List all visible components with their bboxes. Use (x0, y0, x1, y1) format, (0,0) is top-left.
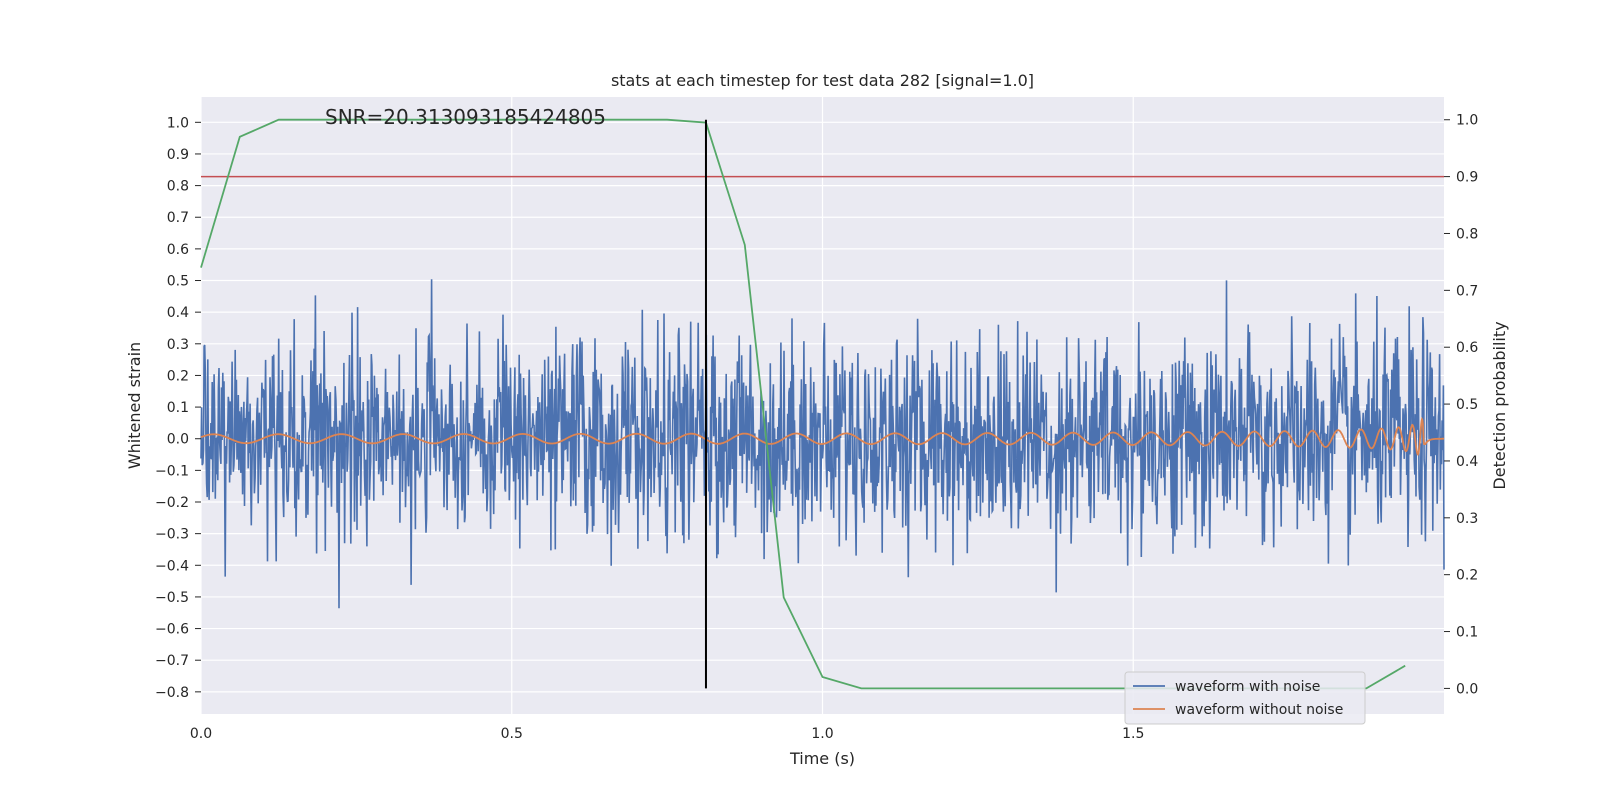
y-left-tick-label: 0.6 (167, 242, 189, 258)
y-left-tick-label: 0.1 (167, 400, 189, 416)
y-left-tick-label: 0.3 (167, 337, 189, 353)
y-right-tick-label: 0.5 (1456, 397, 1478, 413)
y-axis-right-title: Detection probability (1490, 321, 1509, 489)
legend-label-noisy: waveform with noise (1175, 679, 1320, 695)
series-waveform-without-noise (200, 416, 1444, 457)
legend-label-clean: waveform without noise (1175, 702, 1343, 718)
y-left-tick-label: 0.0 (167, 432, 189, 448)
y-left-tick-label: 0.7 (167, 210, 189, 226)
y-left-tick-label: −0.6 (155, 622, 189, 638)
y-left-tick-label: −0.7 (155, 653, 189, 669)
y-left-tick-label: 0.2 (167, 368, 189, 384)
y-left-tick-label: 1.0 (167, 115, 189, 131)
y-right-tick-label: 0.9 (1456, 170, 1478, 186)
legend-box (1124, 671, 1366, 725)
y-right-tick-label: 0.0 (1456, 681, 1478, 697)
y-left-tick-label: 0.5 (167, 274, 189, 290)
y-left-tick-label: −0.2 (155, 495, 189, 511)
y-left-tick-label: −0.8 (155, 685, 189, 701)
y-right-tick-label: 0.1 (1456, 625, 1478, 641)
y-right-tick-label: 0.7 (1456, 283, 1478, 299)
series-waveform-with-noise (200, 279, 1445, 609)
x-tick-label: 0.0 (190, 726, 212, 742)
y-right-tick-label: 1.0 (1456, 113, 1478, 129)
y-left-tick-label: −0.3 (155, 527, 189, 543)
y-right-tick-label: 0.2 (1456, 568, 1478, 584)
x-axis-title: Time (s) (789, 749, 855, 768)
y-right-tick-label: 0.4 (1456, 454, 1478, 470)
x-tick-label: 1.5 (1122, 726, 1144, 742)
y-right-tick-label: 0.8 (1456, 226, 1478, 242)
y-left-tick-label: −0.5 (155, 590, 189, 606)
y-left-tick-label: 0.9 (167, 147, 189, 163)
y-left-tick-label: 0.8 (167, 179, 189, 195)
ticks-layer: −0.8 −0.7 −0.6 −0.5 −0.4 −0.3 −0.2 −0.1 0.0 0.1 0.… (155, 113, 1478, 742)
y-axis-left-title: Whitened strain (125, 342, 144, 469)
y-right-tick-label: 0.6 (1456, 340, 1478, 356)
snr-annotation: SNR=20.313093185424805 (325, 105, 606, 129)
chart-title: stats at each timestep for test data 282… (611, 71, 1034, 90)
x-tick-label: 1.0 (811, 726, 833, 742)
y-left-tick-label: −0.1 (155, 463, 189, 479)
legend: waveform with noise waveform without noi… (1124, 671, 1366, 725)
y-left-tick-label: −0.4 (155, 558, 189, 574)
x-tick-label: 0.5 (501, 726, 523, 742)
y-right-tick-label: 0.3 (1456, 511, 1478, 527)
y-left-tick-label: 0.4 (167, 305, 189, 321)
